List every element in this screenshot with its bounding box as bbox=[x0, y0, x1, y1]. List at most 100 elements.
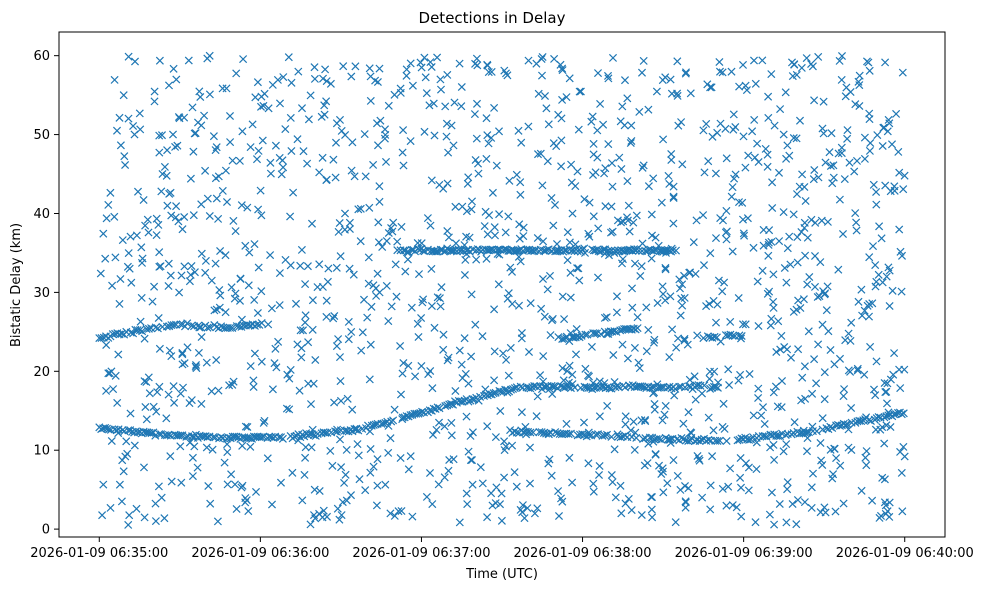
data-point bbox=[246, 442, 255, 451]
data-point bbox=[163, 201, 172, 210]
data-point bbox=[878, 141, 887, 151]
data-point bbox=[872, 277, 881, 286]
data-point bbox=[107, 436, 116, 446]
data-point bbox=[386, 434, 395, 443]
data-point bbox=[483, 60, 492, 69]
data-point bbox=[226, 138, 235, 147]
data-point bbox=[675, 275, 684, 284]
data-point bbox=[209, 132, 218, 141]
data-point bbox=[900, 171, 909, 180]
data-point bbox=[816, 258, 825, 267]
data-point bbox=[739, 132, 748, 141]
data-point bbox=[783, 141, 792, 150]
data-point bbox=[706, 505, 715, 514]
data-point bbox=[359, 295, 369, 304]
data-point bbox=[591, 168, 600, 177]
data-point bbox=[675, 284, 685, 293]
data-point bbox=[803, 233, 812, 242]
data-point bbox=[818, 124, 827, 133]
data-point bbox=[136, 125, 145, 134]
data-point bbox=[584, 459, 593, 468]
data-point bbox=[542, 104, 551, 113]
data-point bbox=[296, 261, 305, 270]
data-point bbox=[360, 130, 369, 139]
data-point bbox=[344, 317, 353, 326]
data-point bbox=[835, 354, 845, 363]
data-point bbox=[865, 146, 874, 155]
data-point bbox=[468, 428, 477, 437]
data-point bbox=[109, 385, 118, 394]
data-point bbox=[235, 296, 245, 305]
data-point bbox=[897, 410, 906, 419]
data-point bbox=[522, 430, 531, 439]
data-point bbox=[741, 320, 750, 329]
data-point bbox=[462, 412, 471, 421]
data-point bbox=[627, 284, 637, 293]
data-point bbox=[710, 332, 719, 341]
data-point bbox=[690, 372, 699, 381]
data-point bbox=[633, 324, 642, 333]
data-point bbox=[589, 487, 598, 496]
data-point bbox=[154, 482, 163, 491]
data-point bbox=[616, 481, 625, 490]
data-point bbox=[461, 255, 470, 264]
data-point bbox=[378, 242, 387, 252]
data-point bbox=[425, 468, 435, 478]
data-point bbox=[455, 59, 464, 68]
data-point bbox=[810, 282, 820, 291]
data-point bbox=[187, 321, 196, 330]
data-point bbox=[494, 280, 503, 289]
data-point bbox=[178, 383, 188, 392]
data-point bbox=[517, 408, 526, 417]
data-point bbox=[872, 187, 881, 197]
data-point bbox=[672, 343, 681, 352]
data-point bbox=[267, 500, 277, 509]
data-point bbox=[839, 392, 848, 401]
data-point bbox=[526, 299, 535, 308]
data-point bbox=[101, 254, 110, 263]
data-point bbox=[777, 331, 786, 340]
data-point bbox=[763, 289, 772, 298]
data-point bbox=[430, 323, 439, 332]
data-point bbox=[238, 441, 247, 450]
data-point bbox=[618, 340, 627, 349]
data-point bbox=[427, 176, 436, 185]
data-point bbox=[547, 193, 556, 203]
data-point bbox=[625, 227, 634, 236]
data-point bbox=[761, 144, 770, 153]
data-point bbox=[537, 428, 546, 437]
data-point bbox=[868, 496, 877, 505]
data-point bbox=[676, 485, 685, 494]
data-point bbox=[197, 121, 206, 130]
data-point bbox=[530, 509, 539, 518]
data-point bbox=[753, 277, 762, 286]
data-point bbox=[136, 317, 145, 326]
data-point bbox=[165, 346, 174, 355]
data-point bbox=[769, 270, 778, 279]
data-point bbox=[658, 282, 667, 291]
data-point bbox=[482, 114, 491, 123]
data-point bbox=[728, 247, 737, 256]
data-point bbox=[673, 334, 683, 343]
data-point bbox=[612, 292, 622, 301]
data-point bbox=[231, 227, 240, 236]
data-point bbox=[558, 292, 567, 301]
data-point bbox=[660, 410, 669, 419]
data-point bbox=[748, 127, 757, 136]
data-point bbox=[600, 431, 609, 440]
data-point bbox=[834, 149, 843, 158]
data-point bbox=[766, 321, 775, 330]
data-point bbox=[563, 367, 572, 376]
data-point bbox=[845, 158, 854, 167]
data-point bbox=[214, 386, 223, 395]
data-point bbox=[249, 382, 258, 392]
data-point bbox=[546, 331, 555, 340]
data-point bbox=[817, 456, 826, 465]
data-point bbox=[858, 311, 867, 320]
data-point bbox=[206, 499, 215, 508]
data-point bbox=[408, 81, 417, 90]
data-point bbox=[834, 265, 843, 274]
data-point bbox=[776, 345, 785, 354]
data-point bbox=[725, 380, 734, 390]
data-point bbox=[227, 283, 236, 292]
